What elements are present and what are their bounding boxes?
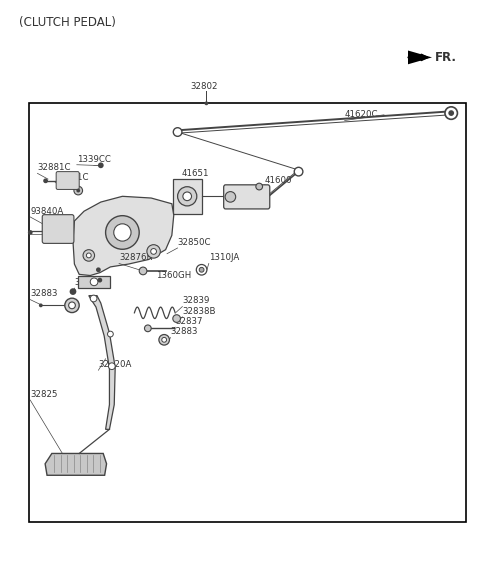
- Text: 41600: 41600: [265, 176, 292, 185]
- Text: 41651: 41651: [181, 169, 209, 178]
- Text: 32883: 32883: [30, 289, 58, 298]
- Ellipse shape: [65, 298, 79, 313]
- Ellipse shape: [74, 186, 83, 195]
- Text: 1310JA: 1310JA: [209, 253, 239, 262]
- Text: 32825: 32825: [30, 390, 58, 399]
- Ellipse shape: [199, 267, 204, 272]
- Ellipse shape: [90, 295, 97, 302]
- Text: 32876R: 32876R: [119, 253, 153, 262]
- Text: 32838B: 32838B: [74, 278, 108, 287]
- Polygon shape: [45, 453, 107, 475]
- Ellipse shape: [445, 107, 457, 119]
- Ellipse shape: [204, 102, 208, 105]
- Ellipse shape: [96, 267, 101, 272]
- Ellipse shape: [139, 267, 147, 275]
- Ellipse shape: [106, 216, 139, 249]
- Ellipse shape: [173, 315, 180, 323]
- Polygon shape: [73, 196, 174, 276]
- Text: FR.: FR.: [434, 51, 456, 64]
- Ellipse shape: [52, 223, 64, 235]
- Text: 32850C: 32850C: [178, 238, 211, 247]
- Ellipse shape: [98, 162, 104, 168]
- Ellipse shape: [108, 331, 113, 337]
- Ellipse shape: [196, 265, 207, 275]
- Ellipse shape: [294, 167, 303, 176]
- Text: 32837: 32837: [175, 317, 203, 326]
- Text: 93840A: 93840A: [30, 207, 63, 216]
- Bar: [29, 103, 466, 522]
- Ellipse shape: [76, 189, 80, 192]
- Polygon shape: [408, 51, 432, 64]
- Text: 32802: 32802: [190, 82, 218, 91]
- Ellipse shape: [178, 187, 197, 206]
- Ellipse shape: [39, 304, 43, 307]
- FancyBboxPatch shape: [42, 215, 74, 243]
- Text: (CLUTCH PEDAL): (CLUTCH PEDAL): [19, 16, 116, 29]
- Text: 32851C: 32851C: [55, 173, 89, 182]
- Text: 32839: 32839: [182, 296, 210, 305]
- Ellipse shape: [448, 110, 454, 116]
- Ellipse shape: [70, 288, 76, 295]
- Ellipse shape: [151, 249, 156, 254]
- Ellipse shape: [86, 253, 91, 258]
- Ellipse shape: [114, 224, 131, 241]
- Ellipse shape: [108, 363, 115, 370]
- Ellipse shape: [256, 183, 263, 190]
- Ellipse shape: [147, 245, 160, 258]
- Polygon shape: [89, 296, 115, 429]
- Polygon shape: [173, 179, 202, 214]
- Ellipse shape: [183, 192, 192, 201]
- Ellipse shape: [28, 230, 33, 235]
- Text: 32881C: 32881C: [37, 163, 71, 172]
- Ellipse shape: [90, 278, 98, 286]
- Text: 1360GH: 1360GH: [156, 271, 191, 280]
- Ellipse shape: [162, 338, 167, 342]
- Ellipse shape: [225, 192, 236, 202]
- Text: 32820A: 32820A: [98, 360, 132, 369]
- FancyBboxPatch shape: [224, 185, 270, 209]
- Ellipse shape: [83, 250, 95, 261]
- Ellipse shape: [43, 179, 48, 183]
- Text: 32838B: 32838B: [182, 307, 216, 316]
- Ellipse shape: [55, 226, 61, 232]
- Text: 41620C: 41620C: [345, 110, 378, 119]
- FancyBboxPatch shape: [56, 172, 79, 189]
- Ellipse shape: [144, 325, 151, 332]
- Polygon shape: [78, 276, 110, 288]
- Text: 1339CC: 1339CC: [77, 154, 111, 164]
- Ellipse shape: [97, 278, 102, 282]
- Text: 32883: 32883: [170, 327, 198, 336]
- Ellipse shape: [173, 127, 182, 137]
- Ellipse shape: [159, 335, 169, 345]
- Ellipse shape: [69, 302, 75, 309]
